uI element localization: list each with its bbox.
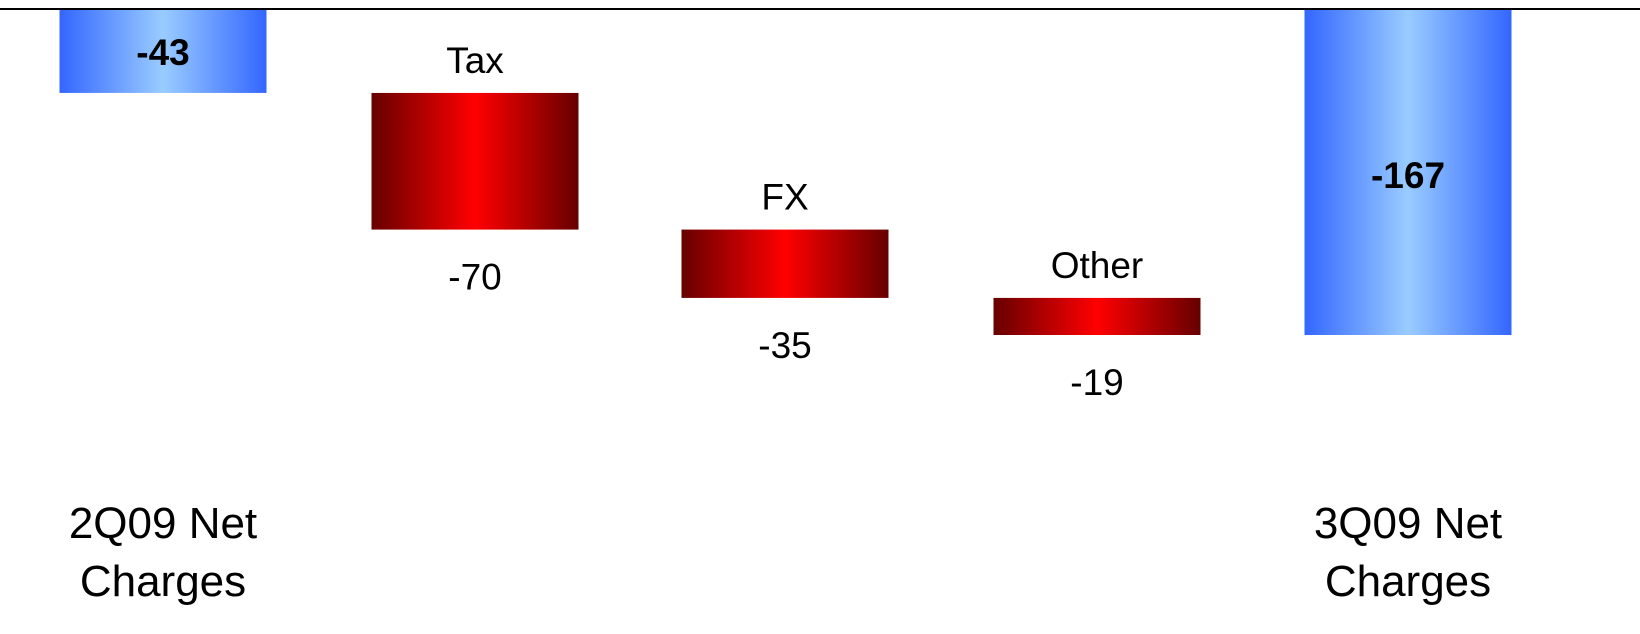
category-label-4-line-1: Charges [1325,557,1491,606]
data-label-3: -19 [1070,362,1123,403]
bar-other [993,297,1201,335]
category-label-2: FX [761,177,808,218]
data-label-0: -43 [136,32,189,73]
labels-group: -43 2Q09 Net Charges Tax -70 FX -35 Other -19 -16… [69,32,1502,606]
data-label-2: -35 [758,325,811,366]
category-label-1: Tax [446,40,504,81]
bar-3q09-net-charges [1304,9,1512,335]
bar-tax [371,92,579,230]
category-label-4-line-0: 3Q09 Net [1314,499,1502,548]
category-label-0-line-0: 2Q09 Net [69,499,257,548]
bar-2q09-net-charges [59,9,267,93]
category-label-0-line-1: Charges [80,557,246,606]
category-label-3: Other [1051,245,1144,286]
data-label-4: -167 [1371,155,1445,196]
bars-group [59,9,1512,335]
bar-fx [681,229,889,298]
data-label-1: -70 [448,257,501,298]
